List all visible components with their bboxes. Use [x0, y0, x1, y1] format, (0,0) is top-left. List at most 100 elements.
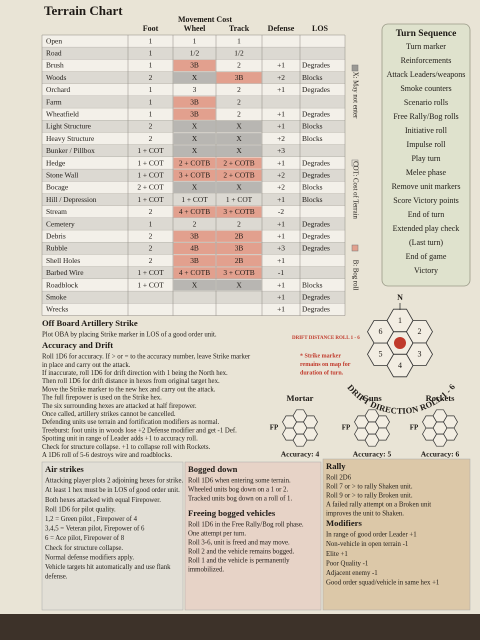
turn-step: End of game — [406, 252, 447, 261]
table-cell: X — [236, 146, 242, 155]
row-bg — [42, 83, 345, 96]
row-bg — [42, 35, 345, 48]
terrain-name: Rubble — [46, 244, 68, 253]
text-line: Good order squad/vehicle in same hex +1 — [326, 580, 439, 587]
chart-title: Terrain Chart — [44, 3, 123, 18]
cell-bg — [216, 157, 262, 169]
los-cell: Blocks — [302, 195, 323, 204]
text-line: Roll 1D6 when entering some terrain. — [188, 478, 291, 485]
row-bg — [42, 47, 345, 60]
table-cell: 1 — [193, 36, 197, 45]
table-cell: +1 — [277, 158, 285, 167]
table-cell: 1 + COT — [137, 268, 164, 277]
table-cell: 4 + COTB — [179, 207, 210, 216]
terrain-name: Wrecks — [46, 305, 68, 314]
section-text: Plot OBA by placing Strike marker in LOS… — [42, 332, 217, 339]
text-line: Roll 1 and the vehicle is permanently — [188, 558, 290, 565]
turn-title: Turn Sequence — [396, 29, 457, 39]
legend-swatch — [351, 64, 359, 72]
table-cell: 2 — [237, 61, 241, 70]
cell-bg — [173, 169, 216, 181]
text-line: Check for structure collapse. +1 to coll… — [42, 444, 211, 451]
terrain-name: Woods — [46, 73, 66, 82]
table-cell: 1 — [237, 36, 241, 45]
text-line: Roll 1D6 for pilot quality. — [45, 506, 116, 513]
table-cell: X — [192, 183, 198, 192]
table-cell: 2 — [149, 256, 153, 265]
text-line: Vehicle targets hit automatically and us… — [45, 564, 171, 571]
column-header: Foot — [143, 24, 159, 33]
turn-step: Play turn — [411, 154, 440, 163]
north-label: N — [397, 293, 403, 302]
los-cell: Blocks — [302, 280, 323, 289]
turn-step: Extended play check — [393, 224, 460, 233]
los-cell: Degrades — [302, 171, 330, 180]
text-line: At least 1 hex must be in LOS of good or… — [45, 487, 180, 494]
table-cell: 4 + COTB — [179, 268, 210, 277]
text-line: Attacking player plots 2 adjoining hexes… — [45, 478, 183, 485]
text-line: Roll 7 or > to rally Shaken unit. — [326, 484, 413, 491]
text-line: Elite +1 — [326, 551, 348, 558]
table-cell: +2 — [277, 134, 285, 143]
turn-box — [381, 23, 471, 287]
text-line: 6 = Ace pilot, Firepower of 8 — [45, 535, 125, 542]
table-cell: 2 — [237, 110, 241, 119]
table-cell: +1 — [277, 61, 285, 70]
row-bg — [42, 218, 345, 231]
text-line: If inaccurate, roll 1D6 for drift direct… — [42, 370, 228, 377]
hex — [282, 415, 297, 429]
text-line: In range of good order Leader +1 — [326, 532, 417, 539]
table-cell: 1 + COT — [137, 280, 164, 289]
table-cell: 1 + COT — [137, 158, 164, 167]
hex — [303, 415, 318, 429]
terrain-name: Heavy Structure — [46, 134, 95, 143]
text-line: Roll 3-6, unit is freed and may move. — [188, 540, 290, 547]
table-cell: 2 + COTB — [223, 171, 254, 180]
los-cell: Blocks — [302, 183, 323, 192]
table-cell: 2B — [235, 232, 244, 241]
fp-label: FP — [342, 424, 351, 432]
table-cell: 2 — [149, 244, 153, 253]
table-cell: 1 — [149, 49, 153, 58]
table-cell: 1 — [149, 97, 153, 106]
section-title: Rally — [326, 461, 346, 471]
table-cell: X — [236, 134, 242, 143]
table-cell: 3B — [190, 97, 199, 106]
table-cell: 3 + COTB — [179, 171, 210, 180]
turn-step: Victory — [414, 266, 438, 275]
table-cell: +2 — [277, 171, 285, 180]
table-cell: 3 + COTB — [223, 207, 254, 216]
hex-number: 4 — [398, 361, 402, 370]
terrain-name: Hill / Depression — [46, 195, 97, 204]
table-cell: 1/2 — [234, 49, 244, 58]
text-line: A failed rally attempt on a Broken unit — [326, 502, 431, 509]
los-cell: Blocks — [302, 122, 323, 131]
table-cell: 1 + COT — [226, 195, 253, 204]
table-cell: +1 — [277, 293, 285, 302]
text-line: Once called, artillery strikes cannot be… — [42, 411, 176, 418]
table-cell: 2 — [149, 207, 153, 216]
strike-marker — [394, 337, 406, 349]
table-cell: +1 — [277, 305, 285, 314]
terrain-name: Cemetery — [46, 219, 75, 228]
los-cell: Degrades — [302, 85, 330, 94]
text-line: Defending units use terrain and fortific… — [42, 419, 220, 426]
row-bg — [42, 193, 345, 206]
table-cell: 2B — [235, 256, 244, 265]
cell-bg — [173, 145, 216, 157]
table-cell: 3 — [193, 85, 197, 94]
weapon-name: Guns — [362, 393, 382, 403]
text-line: A 1D6 roll of 5-6 destroys wire and road… — [42, 452, 172, 459]
turn-step: Initiative roll — [405, 126, 448, 135]
section-title: Freeing bogged vehicles — [188, 508, 276, 518]
section-title: Bogged down — [188, 464, 238, 474]
text-line: The six surrounding hexes are attacked a… — [42, 403, 197, 410]
text-line: Adjacent enemy -1 — [326, 570, 378, 577]
los-cell: Degrades — [302, 305, 330, 314]
turn-step: End of turn — [408, 210, 444, 219]
table-cell: +1 — [277, 219, 285, 228]
table-cell: 3 + COTB — [223, 268, 254, 277]
table-cell: X — [236, 280, 242, 289]
